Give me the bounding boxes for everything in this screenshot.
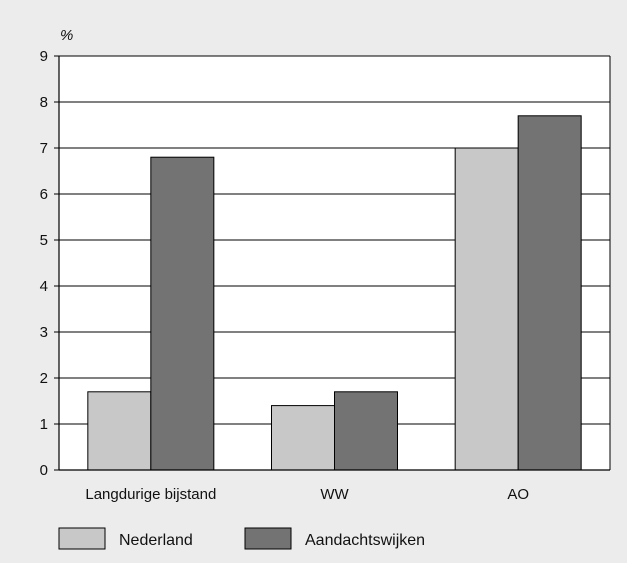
x-category-label-2: AO <box>507 486 529 503</box>
bar-nederland-0 <box>87 391 152 471</box>
y-tick-label-4: 4 <box>40 278 48 295</box>
bar-aandachtswijken-2 <box>517 115 582 471</box>
axes <box>58 56 611 471</box>
y-tick-label-5: 5 <box>40 232 48 249</box>
legend-swatch-aandachtswijken <box>244 527 292 550</box>
y-tick-label-0: 0 <box>40 462 48 479</box>
y-tick-label-3: 3 <box>40 324 48 341</box>
y-axis-unit-label: % <box>60 27 73 44</box>
y-tick-label-9: 9 <box>40 48 48 65</box>
y-axis-ticks: 0 1 2 3 4 5 6 7 8 9 <box>40 48 59 479</box>
legend-label-nederland: Nederland <box>119 532 193 549</box>
x-axis-labels: Langdurige bijstand WW AO <box>85 486 529 503</box>
y-tick-label-1: 1 <box>40 416 48 433</box>
y-tick-label-7: 7 <box>40 140 48 157</box>
y-tick-label-8: 8 <box>40 94 48 111</box>
bar-nederland-1 <box>271 405 335 471</box>
legend-swatch-nederland <box>58 527 106 550</box>
x-category-label-1: WW <box>320 486 349 503</box>
legend: Nederland Aandachtswijken <box>58 527 425 550</box>
y-tick-label-2: 2 <box>40 370 48 387</box>
bar-aandachtswijken-1 <box>334 391 398 471</box>
bars <box>87 115 582 471</box>
legend-label-aandachtswijken: Aandachtswijken <box>305 532 425 549</box>
bar-aandachtswijken-0 <box>150 156 215 471</box>
y-tick-label-6: 6 <box>40 186 48 203</box>
bar-nederland-2 <box>454 147 519 471</box>
x-category-label-0: Langdurige bijstand <box>85 486 216 503</box>
